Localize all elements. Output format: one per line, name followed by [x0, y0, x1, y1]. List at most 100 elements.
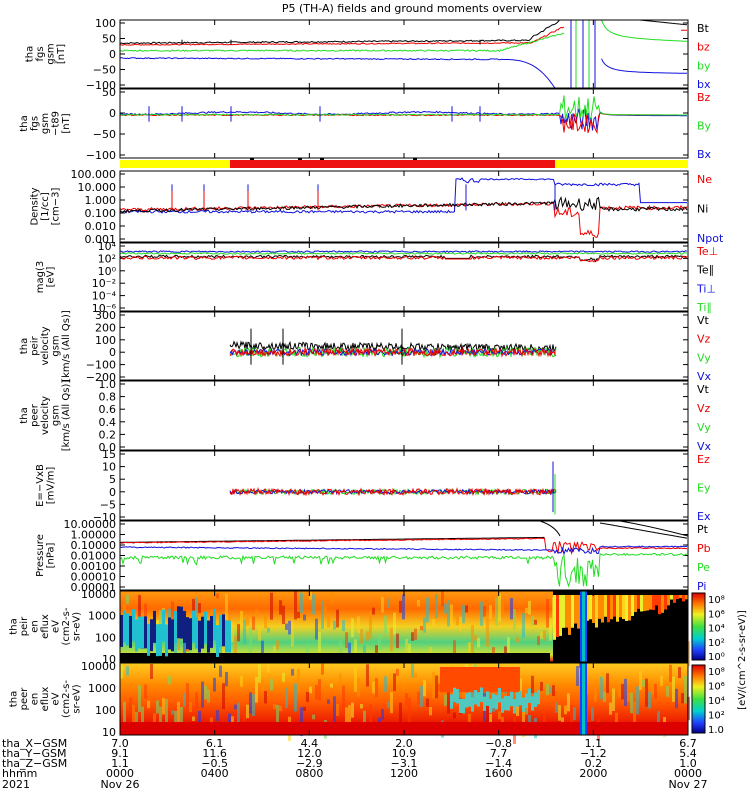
spectrogram-cell [486, 698, 489, 726]
spectrogram-cell [402, 683, 405, 691]
colorbar-label: [eV/(cm^2-s-sr-eV)] [737, 610, 748, 710]
series-ez [229, 486, 557, 497]
x-axis-value: 11.6 [202, 747, 227, 760]
spectrogram-cell [183, 641, 186, 657]
legend-entry: Vt [697, 383, 710, 396]
spectrogram-cell [195, 692, 198, 712]
spectrogram-cell [600, 676, 603, 700]
y-axis-label: fgs [35, 46, 46, 61]
spectrogram-cell [300, 592, 303, 614]
spectrogram-cell [534, 619, 537, 625]
series-ne [119, 201, 688, 238]
spectrogram-cell [592, 595, 595, 623]
spectrogram-cell [162, 698, 165, 715]
spectrogram-cell [651, 685, 654, 695]
spectrogram-cell [513, 699, 516, 714]
legend-entry: Te∥ [696, 264, 714, 277]
panel-frame [119, 311, 689, 381]
y-axis-label: eV [51, 692, 62, 705]
spectrogram-cell [462, 604, 465, 624]
y-axis-label: peer [19, 687, 30, 711]
spectrogram-cell [495, 597, 498, 626]
y-tick-label: 1000 [88, 682, 116, 695]
colorbar-tick-label: 10² [708, 638, 725, 649]
spectrogram-cell [306, 691, 309, 702]
spectrogram-cell [574, 595, 577, 624]
y-axis-label: (cm2-s- [61, 607, 72, 645]
spectrogram-cell [468, 713, 471, 726]
spectrogram-cell [330, 592, 333, 603]
y-tick-label: 100 [95, 704, 116, 717]
spectrogram-cell [531, 696, 534, 711]
spectrogram-cell [658, 595, 661, 615]
legend-entry: Pe [697, 561, 710, 574]
y-axis-label: [nT] [61, 113, 72, 133]
y-axis-label: mag(3 [35, 261, 46, 293]
spectrogram-cell [210, 615, 213, 648]
spectrogram-cell [582, 663, 585, 735]
spectrogram-cell [613, 595, 616, 617]
spectrogram-cell [519, 592, 522, 605]
spectrogram-cell [507, 696, 510, 711]
x-axis-value: −3.1 [391, 757, 418, 770]
spectrogram-cell [165, 699, 168, 724]
y-axis-label: [nT] [56, 44, 67, 64]
spectrogram-cell [207, 689, 210, 703]
spectrogram-cell [615, 712, 618, 724]
x-axis-value: 0000 [674, 767, 702, 780]
y-axis-label: en [30, 620, 41, 633]
spectrogram-cell [159, 624, 162, 656]
spectrogram-cell [666, 686, 669, 697]
spectrogram-cell [333, 620, 336, 630]
spectrogram-cell [678, 666, 681, 679]
y-axis-label: peir [30, 335, 41, 355]
y-tick-label: −50 [93, 64, 116, 77]
y-tick-label: 10⁻² [92, 277, 116, 290]
spectrogram-cell [607, 595, 610, 623]
spectrogram-cell [144, 684, 147, 699]
spectrogram-cell [171, 619, 174, 652]
y-tick-label: 50 [102, 33, 116, 46]
spectrogram-cell [628, 595, 631, 621]
spectrogram-cell [321, 601, 324, 630]
series-pb [119, 537, 688, 556]
spectrogram-cell [468, 642, 471, 658]
spectrogram-cell [393, 612, 396, 635]
spectrogram-cell [459, 616, 462, 631]
legend-entry: Ne [697, 173, 712, 186]
spectrogram-cell [387, 701, 390, 709]
spectrogram-cell [348, 705, 351, 732]
legend-entry: Ti∥ [696, 301, 712, 314]
x-axis-value: 7.0 [111, 737, 129, 750]
legend-entry: Pi [697, 580, 706, 593]
spectrogram-cell [652, 595, 655, 611]
spectrogram-cell [453, 640, 456, 655]
series-ni [119, 195, 688, 214]
y-axis-label: E=−VxB [35, 464, 46, 507]
y-tick-label: 0.001 [85, 233, 117, 246]
y-tick-label: 10⁰ [98, 265, 117, 278]
spectrogram-cell [405, 638, 408, 653]
colorbar [691, 664, 706, 734]
spectrogram-cell [288, 620, 291, 635]
spectrogram-cell [225, 593, 228, 621]
spectrogram-cell [612, 688, 615, 711]
spectrogram-cell [432, 618, 435, 626]
spectrogram-cell [429, 707, 432, 716]
spectrogram-cell [636, 686, 639, 715]
spectrogram-cell [471, 697, 474, 712]
spectrogram-cell [384, 676, 387, 692]
spectrogram-cell [408, 697, 411, 727]
mode-bar-marker [298, 158, 302, 160]
spectrogram-cell [192, 610, 195, 643]
spectrogram-cell [252, 694, 255, 717]
spectrogram-cell [156, 624, 159, 657]
spectrogram-cell [564, 705, 567, 715]
spectrogram-cell [147, 623, 150, 656]
spectrogram-cell [619, 595, 622, 618]
legend-entry: Vz [697, 402, 711, 415]
colorbar-tick-label: 10⁴ [708, 696, 725, 707]
spectrogram-cell [177, 634, 180, 651]
spectrogram-cell [186, 617, 189, 650]
x-axis-value: 1600 [485, 767, 513, 780]
